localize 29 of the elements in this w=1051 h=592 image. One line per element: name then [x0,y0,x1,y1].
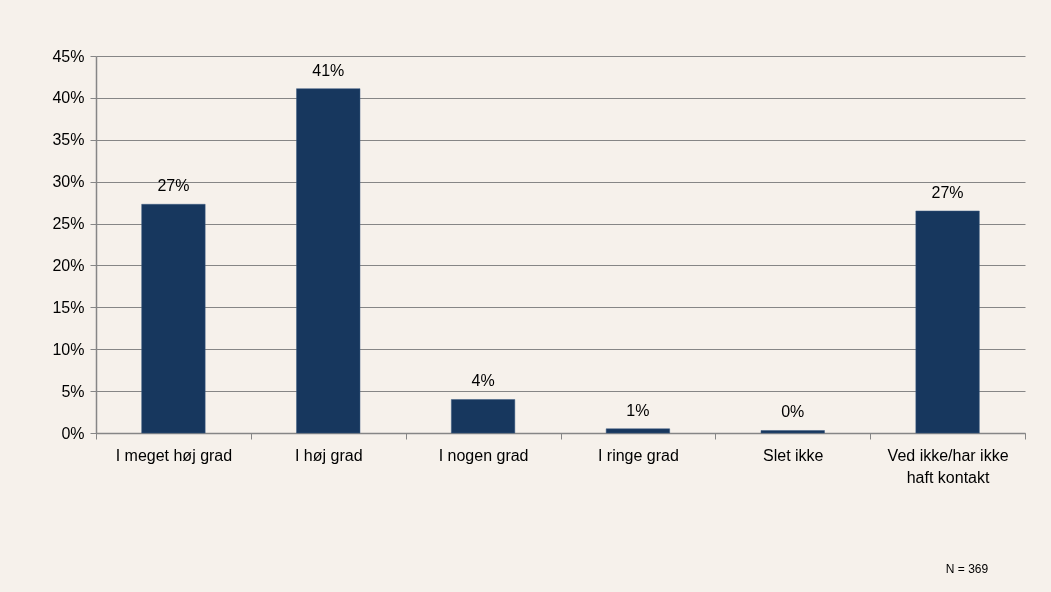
y-tick-label: 5% [61,382,85,400]
y-tick-label: 35% [52,131,85,149]
data-label: 27% [931,183,964,201]
data-label: 41% [312,61,345,79]
y-tick-label: 10% [52,340,85,358]
y-tick-label: 40% [52,89,85,107]
bar [915,210,980,434]
text: N = 369 [945,562,989,576]
y-tick-label: 25% [52,215,85,233]
y-tick-label: 15% [52,298,85,316]
bar [760,430,825,434]
x-tick-label: I ringe grad [597,446,679,464]
data-label: 4% [471,372,495,390]
bar [451,399,516,434]
x-tick-label: I nogen grad [438,446,529,464]
data-label: 0% [781,403,805,421]
x-tick-label: Slet ikke [763,446,824,464]
y-tick-label: 0% [61,424,85,442]
y-tick-label: 20% [52,256,85,274]
bar [605,428,670,434]
x-tick-label: I høj grad [294,446,363,464]
x-tick-label: I meget høj grad [115,446,233,464]
bar [296,88,361,434]
bar [141,204,206,434]
y-tick-label: 45% [52,47,85,65]
data-label: 1% [626,401,650,419]
data-label: 27% [157,177,190,195]
x-tick-label: Ved ikke/har ikke haft kontakt [887,446,1009,486]
y-tick-label: 30% [52,173,85,191]
